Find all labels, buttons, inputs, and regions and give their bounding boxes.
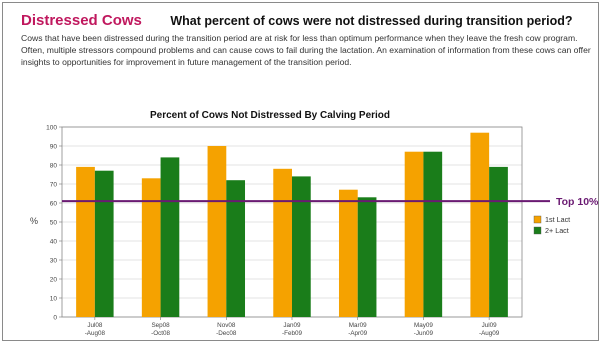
- section-title: Distressed Cows: [21, 12, 142, 29]
- y-axis-ticks: 0 10 20 30 40 50 60 70 80 90 100: [46, 124, 62, 321]
- x-tick-label: Nov08: [217, 322, 236, 329]
- x-tick-label: -Oct08: [151, 330, 170, 337]
- bar-2-lact-3: [292, 176, 311, 317]
- x-tick-label: -Feb09: [282, 330, 302, 337]
- y-tick-label: 90: [50, 143, 58, 150]
- y-tick-label: 30: [50, 257, 58, 264]
- y-tick-label: 60: [50, 200, 58, 207]
- bar-2-lact-1: [160, 157, 180, 317]
- bar-2-lact-2: [226, 180, 246, 317]
- bar-1st-lact-1: [141, 178, 161, 317]
- y-tick-label: 0: [53, 314, 57, 321]
- y-tick-label: 20: [50, 276, 58, 283]
- x-tick-label: -Jun09: [414, 330, 434, 337]
- chart-title: Percent of Cows Not Distressed By Calvin…: [150, 110, 390, 121]
- legend-label: 1st Lact: [545, 215, 570, 224]
- x-tick-label: Jul09: [482, 322, 498, 329]
- bar-1st-lact-0: [76, 166, 95, 317]
- bar-series: [76, 132, 508, 317]
- y-tick-label: 100: [46, 124, 57, 131]
- x-tick-label: -Aug08: [85, 330, 106, 337]
- legend-label: 2+ Lact: [545, 226, 569, 235]
- y-tick-label: 50: [50, 219, 58, 226]
- reference-label: Top 10%: [556, 196, 599, 208]
- bar-2-lact-0: [94, 170, 114, 317]
- intro-paragraph: Cows that have been distressed during th…: [21, 33, 591, 68]
- bar-1st-lact-6: [470, 132, 490, 317]
- x-tick-label: Jul08: [87, 322, 103, 329]
- bar-2-lact-4: [357, 197, 377, 317]
- bar-2-lact-5: [423, 151, 443, 317]
- x-tick-label: May09: [414, 322, 433, 329]
- y-axis-label: %: [30, 216, 38, 226]
- x-tick-label: -Dec08: [216, 330, 237, 337]
- x-axis-ticks: Jul08-Aug08 Sep08-Oct08 Nov08-Dec08 Jan09-F…: [85, 317, 500, 337]
- bar-1st-lact-4: [338, 189, 358, 317]
- x-tick-label: -Aug09: [479, 330, 500, 337]
- y-tick-label: 40: [50, 238, 58, 245]
- y-tick-label: 70: [50, 181, 58, 188]
- question-heading: What percent of cows were not distressed…: [170, 14, 573, 28]
- x-tick-label: Sep08: [151, 322, 170, 329]
- legend: 1st Lact 2+ Lact: [533, 215, 570, 235]
- legend-swatch: [533, 226, 542, 235]
- x-tick-label: Mar09: [349, 322, 367, 329]
- bar-1st-lact-5: [404, 151, 424, 317]
- y-tick-label: 80: [50, 162, 58, 169]
- y-tick-label: 10: [50, 295, 58, 302]
- x-tick-label: -Apr09: [348, 330, 367, 337]
- legend-swatch: [533, 215, 542, 224]
- bar-1st-lact-2: [207, 146, 227, 317]
- bar-2-lact-6: [489, 166, 508, 317]
- header: Distressed Cows What percent of cows wer…: [21, 12, 572, 30]
- x-tick-label: Jan09: [283, 322, 301, 329]
- bar-1st-lact-3: [273, 168, 292, 317]
